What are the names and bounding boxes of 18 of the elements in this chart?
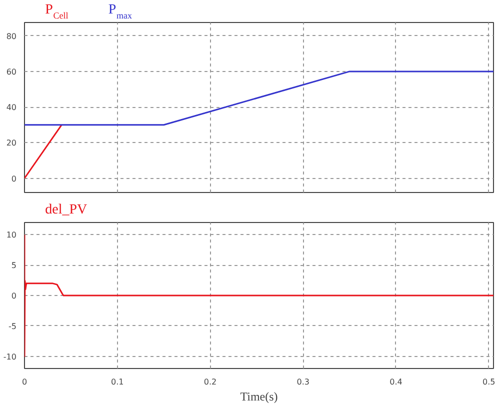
y-tick-label: 80 [6, 32, 17, 41]
x-tick-label: 0.5 [482, 378, 496, 386]
x-tick-label: 0.1 [111, 378, 124, 386]
y-tick-label: 60 [6, 67, 17, 76]
x-tick-label: 0.2 [204, 378, 217, 386]
y-tick-label: 40 [6, 103, 17, 112]
x-tick-label: 0 [22, 378, 28, 386]
y-tick-label: 0 [11, 174, 17, 184]
y-tick-label: -10 [3, 352, 17, 362]
y-tick-label: 20 [6, 138, 17, 148]
y-tick-label: 0 [11, 292, 17, 300]
y-tick-label: -5 [8, 322, 17, 331]
series-label: del_PV [45, 202, 88, 218]
x-tick-label: 0.3 [296, 378, 310, 386]
x-tick-label: 0.4 [390, 378, 402, 386]
y-tick-label: 5 [11, 261, 17, 270]
x-axis-title: Time(s) [240, 390, 278, 404]
y-tick-label: 10 [6, 230, 17, 240]
